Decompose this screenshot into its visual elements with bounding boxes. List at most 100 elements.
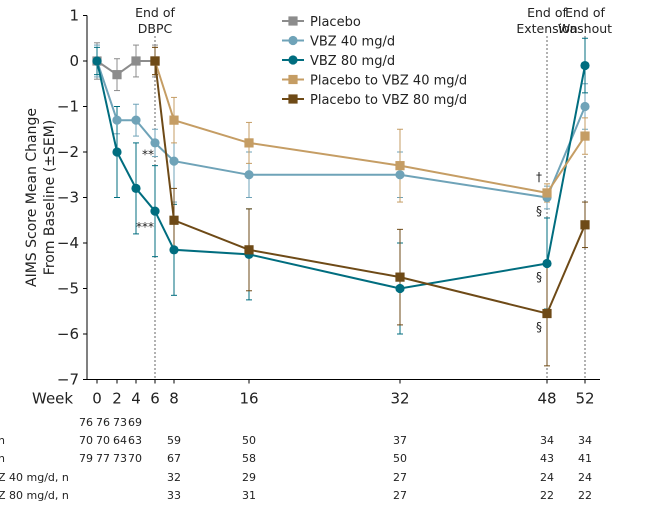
n-table-cell: 59 [167,434,181,447]
x-tick-label: 48 [537,390,556,408]
data-point [131,115,141,125]
data-point [244,170,254,180]
n-table-cell: 73 [113,452,127,465]
data-point [580,131,590,141]
data-point [131,56,141,66]
data-point [92,56,102,66]
x-tick-label: 6 [150,390,160,408]
series-line [96,60,155,76]
y-axis-title-line2: From Baseline (±SEM) [42,120,58,275]
n-table-cell: 73 [113,416,127,429]
n-table-cell: 64 [113,434,127,447]
y-tick-label: −7 [57,371,79,389]
x-axis-title: Week [32,390,73,408]
n-table-cell: 31 [242,489,256,502]
data-point [169,215,179,225]
significance-marker: § [536,204,542,218]
data-point [244,138,254,148]
legend-label: Placebo to VBZ 40 mg/d [310,74,467,89]
data-point [580,60,590,71]
legend-marker [288,16,298,26]
x-tick-label: 16 [239,390,258,408]
y-tick-label: −3 [57,189,79,207]
data-point [150,138,160,148]
n-table-cell: 37 [393,434,407,447]
n-table-row-label: n [0,434,5,447]
data-point [395,161,405,171]
n-table-cell: 24 [540,471,554,484]
reference-line-label: Extension [516,21,577,36]
y-tick-label: 0 [69,52,79,70]
significance-marker: ** [142,147,154,161]
n-table-cell: 70 [128,452,142,465]
x-tick-label: 0 [92,390,102,408]
n-table-cell: 27 [393,489,407,502]
n-table-cell: 50 [242,434,256,447]
x-tick-label: 52 [575,390,594,408]
data-point [542,188,552,198]
n-table-cell: 50 [393,452,407,465]
n-table-cell: 24 [578,471,592,484]
legend-label: VBZ 80 mg/d [310,54,395,69]
legend-marker [288,74,298,85]
data-point [395,283,405,294]
y-tick-label: −5 [57,280,79,298]
legend-marker [288,55,298,65]
data-point [395,170,405,180]
series-line [154,60,586,195]
n-table-cell: 32 [167,471,181,484]
n-table-cell: 70 [79,434,93,447]
n-table-cell: 58 [242,452,256,465]
n-table-cell: 34 [540,434,554,447]
data-point [131,183,141,193]
n-table-cell: 79 [79,452,93,465]
n-table-cell: 41 [578,452,592,465]
n-table-cell: 43 [540,452,554,465]
data-point [112,147,122,157]
data-point [169,115,179,125]
significance-marker: § [536,320,542,334]
y-tick-label: −6 [57,325,79,343]
data-point [169,156,179,166]
n-table-cell: 34 [578,434,592,447]
n-table-cell: 33 [167,489,181,502]
data-point [580,101,590,112]
n-table: 76 76 73 69n 70 70 64 63 59 50 37 34 34n 79 77 73 70 67 58… [0,416,592,502]
significance-marker: † [536,170,542,184]
legend-marker [288,35,298,46]
x-tick-label: 2 [112,390,122,408]
n-table-cell: 27 [393,471,407,484]
data-point [112,70,122,80]
data-point [169,245,179,255]
y-tick-label: −4 [57,234,79,252]
n-table-cell: 22 [578,489,592,502]
y-axis-title: AIMS Score Mean Change From Baseline (±SE… [24,108,58,287]
reference-line-label: DBPC [138,21,173,36]
n-table-cell: 77 [96,452,110,465]
n-table-cell: 67 [167,452,181,465]
series-line [154,60,586,315]
data-point [150,56,160,66]
legend: Placebo VBZ 40 mg/d VBZ 80 mg/d Placebo to … [282,15,467,108]
n-table-cell: 70 [96,434,110,447]
x-tick-label: 4 [131,390,141,408]
n-table-row-label: Z 80 mg/d, n [0,489,69,502]
x-tick-label: 8 [169,390,179,408]
data-point [542,308,552,319]
n-table-cell: 76 [79,416,93,429]
y-tick-label: −2 [57,143,79,161]
x-tick-label: 32 [390,390,409,408]
n-table-cell: 29 [242,471,256,484]
data-point [244,245,254,255]
significance-marker: § [536,270,542,284]
reference-line-label: Washout [558,21,612,36]
legend-marker [288,94,298,104]
n-table-cell: 76 [96,416,110,429]
series-markers [92,56,590,319]
n-table-cell: 63 [128,434,142,447]
data-point [542,258,552,269]
n-table-row-label: n [0,452,5,465]
